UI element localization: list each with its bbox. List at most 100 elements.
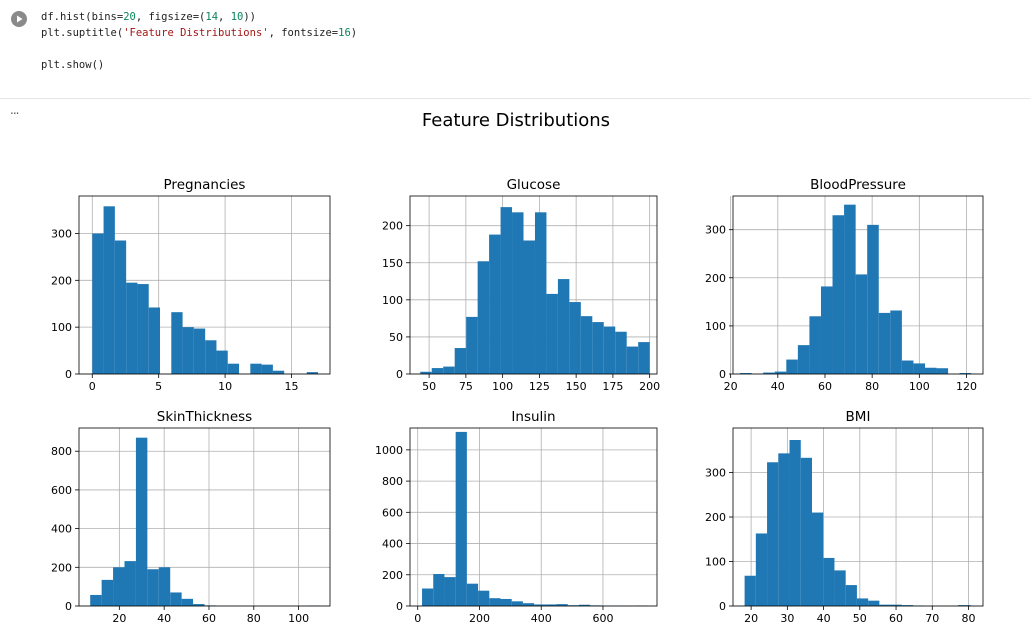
- histogram-bar: [936, 368, 949, 374]
- x-tick-label: 15: [284, 380, 298, 393]
- y-tick-label: 200: [51, 561, 72, 574]
- x-tick-label: 120: [956, 380, 977, 393]
- histogram-bar: [580, 316, 593, 374]
- histogram-bar: [913, 363, 925, 374]
- subplot-title: Insulin: [511, 409, 555, 425]
- histogram-bar: [856, 598, 869, 606]
- y-tick-label: 200: [705, 511, 726, 524]
- subplot-title: Pregnancies: [164, 177, 246, 193]
- x-tick-label: 600: [592, 612, 613, 625]
- histogram-bar: [454, 348, 467, 374]
- x-tick-label: 50: [422, 380, 436, 393]
- output-menu-button[interactable]: ...: [10, 103, 20, 117]
- play-icon: [17, 15, 23, 23]
- histogram-bar: [569, 302, 581, 374]
- x-tick-label: 60: [202, 612, 216, 625]
- histogram-bar: [444, 577, 456, 606]
- histogram-bar: [113, 567, 125, 606]
- histogram-bar: [890, 604, 902, 606]
- histogram-bar: [135, 437, 148, 606]
- y-tick-label: 0: [719, 600, 726, 613]
- subplot-title: SkinThickness: [157, 409, 252, 425]
- histogram-bar: [740, 373, 752, 374]
- x-tick-label: 100: [492, 380, 513, 393]
- y-tick-label: 300: [51, 227, 72, 240]
- x-tick-label: 10: [218, 380, 232, 393]
- histogram-bar: [832, 215, 845, 374]
- axes-frame: [409, 195, 658, 375]
- subplot-title: BMI: [846, 409, 871, 425]
- x-tick-label: 20: [724, 380, 738, 393]
- code-editor[interactable]: df.hist(bins=20, figsize=(14, 10)) plt.s…: [41, 9, 357, 73]
- subplot-skinthickness: 20 40 60 80 100 0 200 400 600 800 SkinThickness: [51, 409, 331, 625]
- y-tick-label: 200: [382, 220, 403, 233]
- x-tick-label: 125: [529, 380, 550, 393]
- histogram-bar: [855, 274, 868, 374]
- histogram-bar: [958, 605, 971, 606]
- histogram-bar: [205, 340, 217, 374]
- histogram-bar: [137, 284, 149, 374]
- x-tick-label: 80: [865, 380, 879, 393]
- histogram-bar: [466, 583, 479, 606]
- histogram-bar: [158, 567, 171, 606]
- x-tick-label: 60: [818, 380, 832, 393]
- y-tick-label: 100: [705, 556, 726, 569]
- histogram-bar: [959, 373, 972, 374]
- y-tick-label: 400: [51, 523, 72, 536]
- x-tick-label: 40: [157, 612, 171, 625]
- y-tick-label: 300: [705, 467, 726, 480]
- histogram-bar: [626, 346, 639, 374]
- histogram-bar: [786, 359, 798, 374]
- histogram-bar: [767, 462, 779, 606]
- histogram-bar: [845, 585, 857, 606]
- subplot-title: BloodPressure: [810, 177, 906, 193]
- axes-frame: [78, 195, 331, 375]
- y-tick-label: 200: [382, 569, 403, 582]
- cell-output: ...: [0, 99, 1030, 628]
- histogram-bar: [789, 440, 801, 606]
- histogram-bar: [511, 601, 523, 606]
- axes-frame: [78, 427, 331, 607]
- histogram-bar: [114, 240, 127, 374]
- y-tick-label: 0: [65, 368, 72, 381]
- histogram-bar: [778, 453, 790, 606]
- histogram-bar: [823, 557, 835, 606]
- x-tick-label: 60: [889, 612, 903, 625]
- histogram-bar: [171, 312, 183, 374]
- histogram-bar: [170, 592, 182, 606]
- histogram-bar: [216, 350, 228, 374]
- histogram-bar: [763, 372, 775, 374]
- y-tick-label: 50: [389, 331, 403, 344]
- x-tick-label: 100: [288, 612, 309, 625]
- histogram-bar: [557, 279, 570, 374]
- y-tick-label: 100: [51, 321, 72, 334]
- x-tick-label: 0: [89, 380, 96, 393]
- histogram-bar: [534, 604, 546, 606]
- histogram-bar: [500, 598, 512, 606]
- histogram-bar: [834, 570, 846, 606]
- histogram-bar: [820, 286, 833, 374]
- x-tick-label: 175: [602, 380, 623, 393]
- histogram-bar: [556, 604, 568, 606]
- histogram-bar: [879, 604, 891, 606]
- histogram-bar: [489, 598, 501, 606]
- histogram-bar: [181, 598, 194, 606]
- x-tick-label: 400: [531, 612, 552, 625]
- histogram-bar: [466, 316, 478, 374]
- histogram-bar: [500, 207, 513, 374]
- histogram-bar: [901, 360, 914, 374]
- y-tick-label: 600: [51, 484, 72, 497]
- histogram-bar: [477, 261, 490, 374]
- y-tick-label: 100: [382, 294, 403, 307]
- histogram-bar: [878, 312, 891, 374]
- y-tick-label: 800: [382, 475, 403, 488]
- histogram-bar: [868, 600, 880, 606]
- histogram-bar: [522, 603, 535, 606]
- histogram-bar: [546, 293, 558, 374]
- code-cell[interactable]: df.hist(bins=20, figsize=(14, 10)) plt.s…: [0, 0, 1030, 99]
- histogram-bar: [512, 212, 524, 374]
- histogram-bar: [443, 366, 455, 374]
- run-cell-button[interactable]: [11, 11, 27, 27]
- histogram-bar: [744, 575, 756, 606]
